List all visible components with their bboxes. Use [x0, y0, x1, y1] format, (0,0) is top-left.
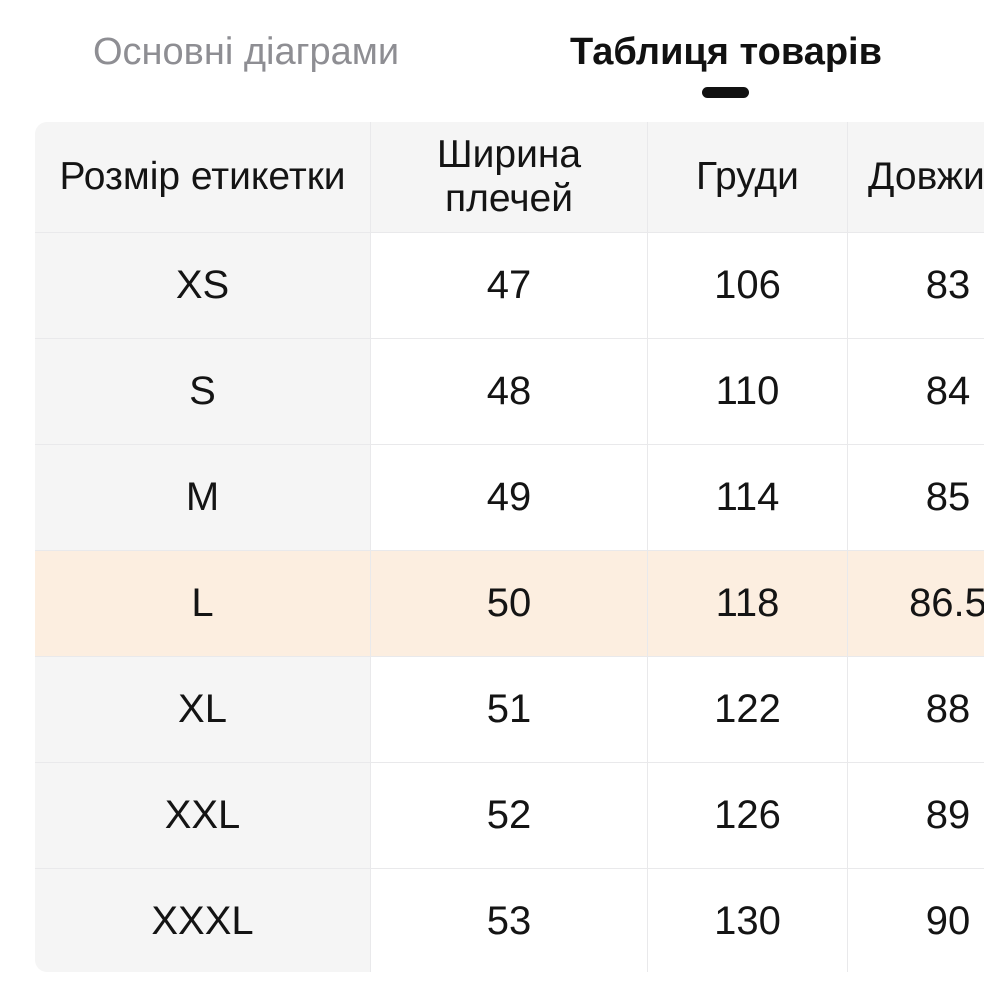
size-cell: XXL [35, 762, 371, 868]
size-cell: L [35, 550, 371, 656]
table-row[interactable]: XL 51 122 88 [35, 656, 984, 762]
table-row[interactable]: L 50 118 86.5 [35, 550, 984, 656]
table-row[interactable]: XXL 52 126 89 [35, 762, 984, 868]
length-cell: 90 [848, 868, 984, 972]
length-cell: 86.5 [848, 550, 984, 656]
length-cell: 88 [848, 656, 984, 762]
shoulder-width-cell: 52 [371, 762, 648, 868]
size-cell: XXXL [35, 868, 371, 972]
size-table: Розмір етикетки Ширина плечей Груди Довж… [35, 122, 984, 972]
chest-cell: 106 [648, 232, 848, 338]
table-header-row: Розмір етикетки Ширина плечей Груди Довж… [35, 122, 984, 232]
size-table-viewport[interactable]: Розмір етикетки Ширина плечей Груди Довж… [35, 122, 984, 972]
col-header-label-size: Розмір етикетки [35, 122, 371, 232]
table-row[interactable]: XXXL 53 130 90 [35, 868, 984, 972]
size-cell: M [35, 444, 371, 550]
shoulder-width-cell: 47 [371, 232, 648, 338]
length-cell: 83 [848, 232, 984, 338]
shoulder-width-cell: 51 [371, 656, 648, 762]
chest-cell: 126 [648, 762, 848, 868]
shoulder-width-cell: 49 [371, 444, 648, 550]
tab-main-diagrams-label: Основні діаграми [93, 31, 400, 73]
tab-products-table[interactable]: Таблиця товарів [570, 30, 882, 98]
tab-main-diagrams[interactable]: Основні діаграми [93, 30, 399, 76]
length-cell: 89 [848, 762, 984, 868]
col-header-chest: Груди [648, 122, 848, 232]
size-cell: XL [35, 656, 371, 762]
col-header-length: Довжина [848, 122, 984, 232]
col-header-shoulder-width: Ширина плечей [371, 122, 648, 232]
shoulder-width-cell: 48 [371, 338, 648, 444]
table-row[interactable]: M 49 114 85 [35, 444, 984, 550]
size-table-body: XS 47 106 83 S 48 110 84 M 49 114 85 L 5… [35, 232, 984, 972]
length-cell: 84 [848, 338, 984, 444]
shoulder-width-cell: 50 [371, 550, 648, 656]
size-cell: S [35, 338, 371, 444]
chest-cell: 118 [648, 550, 848, 656]
active-tab-indicator [702, 86, 750, 98]
chest-cell: 122 [648, 656, 848, 762]
chest-cell: 114 [648, 444, 848, 550]
chest-cell: 130 [648, 868, 848, 972]
table-row[interactable]: S 48 110 84 [35, 338, 984, 444]
shoulder-width-cell: 53 [371, 868, 648, 972]
chest-cell: 110 [648, 338, 848, 444]
size-cell: XS [35, 232, 371, 338]
tab-bar: Основні діаграми Таблиця товарів [0, 0, 984, 122]
tab-products-table-label: Таблиця товарів [570, 31, 882, 73]
table-row[interactable]: XS 47 106 83 [35, 232, 984, 338]
length-cell: 85 [848, 444, 984, 550]
